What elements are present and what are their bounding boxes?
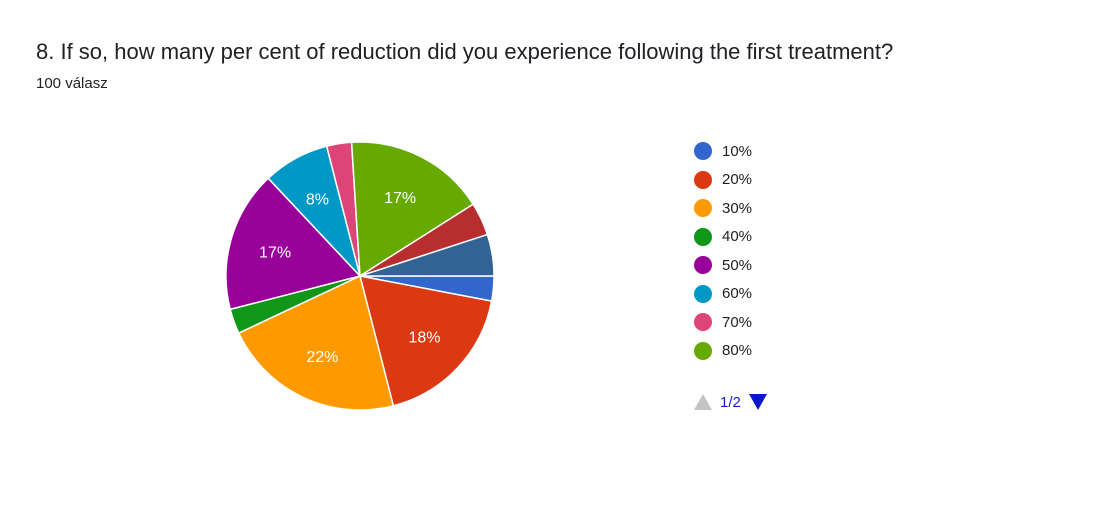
legend-swatch — [694, 284, 712, 303]
legend-label: 10% — [722, 142, 753, 160]
slice-label-80pct: 17% — [384, 190, 416, 207]
response-count: 100 válasz — [36, 75, 108, 92]
slice-label-20pct: 18% — [408, 330, 440, 347]
legend-label: 70% — [722, 313, 753, 331]
pie-slice-30pct[interactable] — [237, 274, 395, 411]
legend-pager: 1/2 — [694, 390, 767, 414]
legend-swatch — [694, 142, 712, 161]
legend-item-10pct[interactable]: 10% — [694, 137, 894, 166]
legend-item-50pct[interactable]: 50% — [694, 251, 894, 280]
legend-label: 40% — [722, 228, 753, 246]
slice-label-30pct: 22% — [306, 349, 338, 366]
legend-swatch — [694, 199, 712, 218]
pie-slice-100pct[interactable] — [359, 233, 495, 277]
legend-next-page-icon[interactable] — [748, 394, 767, 410]
legend-label: 80% — [722, 342, 753, 360]
chart-legend: 10% 20% 30% 40% 50% 60% 70% 80% — [694, 137, 894, 365]
legend-item-30pct[interactable]: 30% — [694, 194, 894, 223]
legend-swatch — [694, 170, 712, 189]
legend-swatch — [694, 313, 712, 332]
pie-slice-80pct[interactable] — [350, 141, 475, 278]
legend-item-80pct[interactable]: 80% — [694, 337, 894, 366]
pie-slice-20pct[interactable] — [358, 275, 493, 407]
legend-swatch — [694, 256, 712, 275]
slice-label-50pct: 17% — [259, 244, 291, 261]
chart-title: 8. If so, how many per cent of reduction… — [36, 39, 894, 64]
legend-item-20pct[interactable]: 20% — [694, 166, 894, 195]
legend-swatch — [694, 227, 712, 246]
legend-item-40pct[interactable]: 40% — [694, 223, 894, 252]
legend-label: 30% — [722, 199, 753, 217]
pie-slice-50pct[interactable] — [225, 177, 362, 311]
legend-label: 50% — [722, 256, 753, 274]
pie-chart: 18% 22% 17% 8% 17% — [225, 141, 495, 411]
legend-label: 20% — [722, 171, 753, 189]
slice-label-60pct: 8% — [306, 191, 329, 208]
legend-swatch — [694, 341, 712, 360]
legend-page-indicator: 1/2 — [720, 393, 741, 411]
legend-item-60pct[interactable]: 60% — [694, 280, 894, 309]
legend-label: 60% — [722, 285, 753, 303]
legend-prev-page-icon[interactable] — [694, 394, 712, 410]
legend-item-70pct[interactable]: 70% — [694, 308, 894, 337]
